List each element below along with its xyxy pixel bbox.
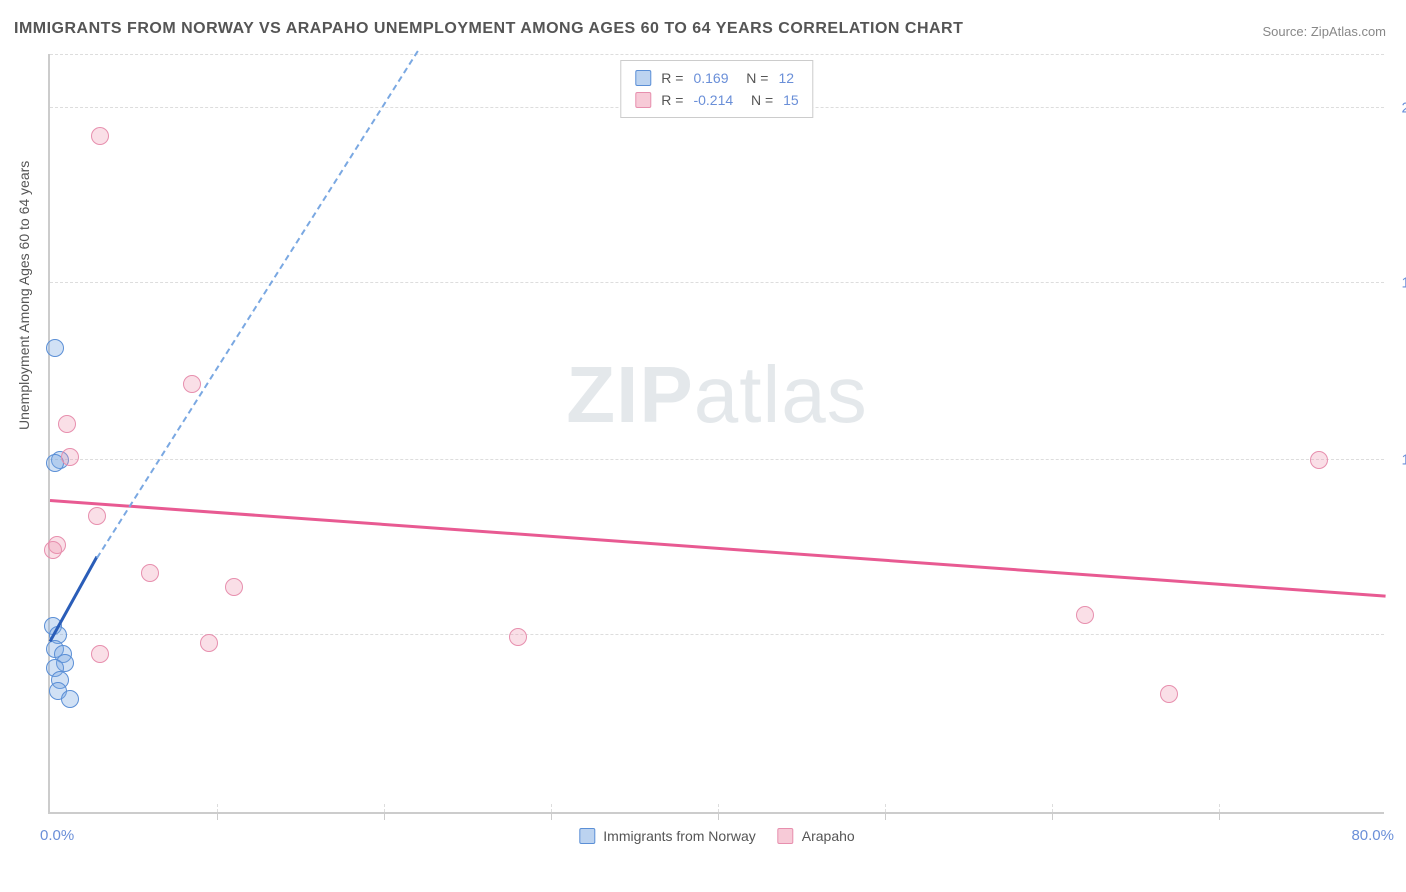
r-label: R = [661,67,683,89]
plot-area: ZIPatlas R = 0.169 N = 12 R = -0.214 N =… [48,54,1384,814]
x-tick-mark [551,812,552,820]
x-tick-mark [885,812,886,820]
scatter-point-arapaho [91,127,109,145]
gridline-horizontal [50,282,1384,283]
x-tick-mark [384,812,385,820]
n-value-blue: 12 [778,67,794,89]
legend-row-pink: R = -0.214 N = 15 [635,89,798,111]
x-tick-mark [718,812,719,820]
watermark-bold: ZIP [566,350,693,439]
scatter-point-arapaho [200,634,218,652]
r-value-blue: 0.169 [693,67,728,89]
r-value-pink: -0.214 [693,89,733,111]
swatch-blue-icon [579,828,595,844]
scatter-point-arapaho [509,628,527,646]
y-tick-label: 25.0% [1389,100,1406,117]
n-label: N = [739,67,769,89]
scatter-point-arapaho [61,448,79,466]
scatter-point-arapaho [1076,606,1094,624]
y-tick-label: 6.3% [1389,626,1406,643]
x-axis-max-label: 80.0% [1351,827,1394,844]
series-legend: Immigrants from Norway Arapaho [579,828,854,844]
scatter-point-arapaho [1310,451,1328,469]
scatter-point-arapaho [58,415,76,433]
trendline-pink [50,499,1386,598]
scatter-point-norway [46,339,64,357]
legend-label-pink: Arapaho [802,828,855,844]
legend-label-blue: Immigrants from Norway [603,828,755,844]
trendline-blue-dashed [96,50,418,558]
swatch-blue-icon [635,70,651,86]
scatter-point-arapaho [1160,685,1178,703]
swatch-pink-icon [778,828,794,844]
scatter-point-arapaho [91,645,109,663]
legend-item-pink: Arapaho [778,828,855,844]
gridline-horizontal [50,634,1384,635]
watermark: ZIPatlas [566,349,867,441]
chart-title: IMMIGRANTS FROM NORWAY VS ARAPAHO UNEMPL… [14,20,963,38]
y-tick-label: 18.8% [1389,274,1406,291]
y-tick-label: 12.5% [1389,452,1406,469]
watermark-light: atlas [694,350,868,439]
scatter-point-arapaho [44,541,62,559]
n-label: N = [743,89,773,111]
legend-item-blue: Immigrants from Norway [579,828,755,844]
x-axis-min-label: 0.0% [40,827,74,844]
trendline-blue-solid [49,556,98,642]
gridline-vertical [885,804,886,812]
gridline-vertical [384,804,385,812]
gridline-vertical [1052,804,1053,812]
gridline-vertical [718,804,719,812]
scatter-point-arapaho [88,507,106,525]
gridline-vertical [551,804,552,812]
scatter-point-arapaho [141,564,159,582]
gridline-vertical [1219,804,1220,812]
n-value-pink: 15 [783,89,799,111]
r-label: R = [661,89,683,111]
scatter-point-norway [61,690,79,708]
x-tick-mark [1219,812,1220,820]
gridline-horizontal [50,459,1384,460]
source-attribution: Source: ZipAtlas.com [1262,24,1386,39]
scatter-point-arapaho [183,375,201,393]
scatter-point-arapaho [225,578,243,596]
correlation-legend: R = 0.169 N = 12 R = -0.214 N = 15 [620,60,813,118]
x-tick-mark [1052,812,1053,820]
gridline-horizontal [50,54,1384,55]
x-tick-mark [217,812,218,820]
gridline-vertical [217,804,218,812]
swatch-pink-icon [635,92,651,108]
y-axis-label: Unemployment Among Ages 60 to 64 years [16,161,32,430]
legend-row-blue: R = 0.169 N = 12 [635,67,798,89]
